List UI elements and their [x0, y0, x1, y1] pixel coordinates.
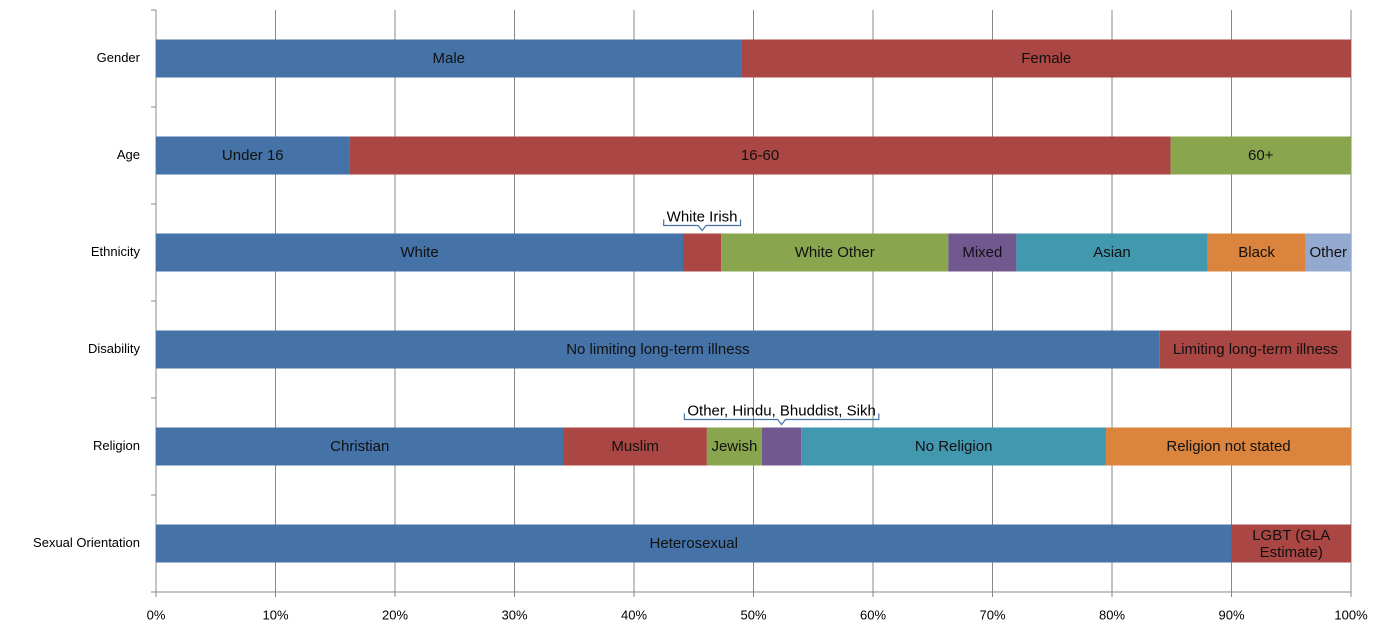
segment-label: Female [1021, 50, 1072, 67]
segment-label: White Other [794, 244, 875, 261]
segment-label: Christian [330, 438, 390, 455]
segment-label: Muslim [611, 438, 659, 455]
segment-label-box: Mixed [962, 244, 1003, 261]
segment-label-box: Christian [330, 438, 390, 455]
x-tick-label: 50% [740, 607, 766, 622]
bar-segment [1305, 233, 1351, 272]
segment-label-box: Male [432, 50, 466, 67]
segment-label: Jewish [711, 438, 758, 455]
segment-label: Under 16 [221, 147, 284, 164]
bar-segment [156, 136, 350, 175]
bar-segment [761, 427, 802, 466]
x-tick-label: 30% [501, 607, 527, 622]
bar-segment [682, 233, 722, 272]
label-bracket [683, 413, 880, 426]
category-label: Ethnicity [91, 244, 141, 259]
segment-label: Religion not stated [1166, 438, 1291, 455]
bar-segment [741, 39, 1351, 78]
segment-label-box: Black [1238, 244, 1275, 261]
segment-label: White [400, 244, 439, 261]
segment-label-box: Religion not stated [1166, 438, 1291, 455]
segment-label-box: Heterosexual [649, 535, 738, 552]
bar-segment [801, 427, 1107, 466]
segment-label-box: No limiting long-term illness [566, 341, 750, 358]
x-tick-label: 60% [860, 607, 886, 622]
bar-segment [349, 136, 1171, 175]
segment-label: Black [1238, 244, 1275, 261]
segment-label: 60+ [1248, 147, 1274, 164]
bar-segment [1016, 233, 1208, 272]
segment-label: White Irish [667, 208, 738, 225]
bar-segment [948, 233, 1017, 272]
x-tick-label: 20% [382, 607, 408, 622]
segment-label: Heterosexual [649, 535, 738, 552]
x-tick-label: 90% [1218, 607, 1244, 622]
segment-label-box: Jewish [711, 438, 758, 455]
segment-label-box: Asian [1093, 244, 1131, 261]
x-tick-label: 10% [262, 607, 288, 622]
bar-segment [156, 427, 564, 466]
segment-label: Other, Hindu, Bhuddist, Sikh [687, 402, 875, 419]
x-tick-label: 40% [621, 607, 647, 622]
bar-segment [156, 39, 742, 78]
segment-label: Other [1309, 244, 1348, 261]
bar-segment [706, 427, 762, 466]
bar-segment [563, 427, 707, 466]
bar-segment [1159, 330, 1351, 369]
segment-label-box: 60+ [1248, 147, 1274, 164]
bar-segment [1106, 427, 1351, 466]
bar-segment [156, 233, 683, 272]
segment-label: No Religion [914, 438, 993, 455]
category-label: Religion [93, 438, 140, 453]
x-tick-label: 70% [979, 607, 1005, 622]
x-tick-label: 100% [1334, 607, 1368, 622]
category-label: Age [117, 147, 140, 162]
segment-label-box: Female [1021, 50, 1072, 67]
bar-segment [1207, 233, 1306, 272]
segment-label-box: Muslim [611, 438, 659, 455]
segment-label: No limiting long-term illness [566, 341, 750, 358]
segment-label: 16-60 [740, 147, 780, 164]
category-label: Disability [88, 341, 141, 356]
x-tick-label: 80% [1099, 607, 1125, 622]
x-tick-label: 0% [147, 607, 166, 622]
bar-segment [1231, 524, 1351, 563]
segment-label-box: LGBT (GLA Estimate) [1252, 526, 1331, 561]
segment-label: Asian [1093, 244, 1131, 261]
segment-label: Male [432, 50, 466, 67]
segment-label-box: Other [1309, 244, 1348, 261]
bar-segment [1170, 136, 1351, 175]
segment-label: LGBT (GLA Estimate) [1252, 526, 1331, 561]
category-label: Gender [97, 50, 141, 65]
segment-label-box: Under 16 [221, 147, 284, 164]
segment-label: Limiting long-term illness [1172, 341, 1338, 358]
segment-label-box: 16-60 [740, 147, 780, 164]
segment-label-box: No Religion [914, 438, 993, 455]
bar-segment [156, 524, 1232, 563]
segment-label-box: White Other [794, 244, 875, 261]
bar-segment [156, 330, 1160, 369]
segment-label-box: Limiting long-term illness [1172, 341, 1338, 358]
segment-label-box: White [400, 244, 439, 261]
bar-segment [721, 233, 949, 272]
segment-label: Mixed [962, 244, 1003, 261]
label-bracket [663, 219, 742, 232]
category-label: Sexual Orientation [33, 535, 140, 550]
